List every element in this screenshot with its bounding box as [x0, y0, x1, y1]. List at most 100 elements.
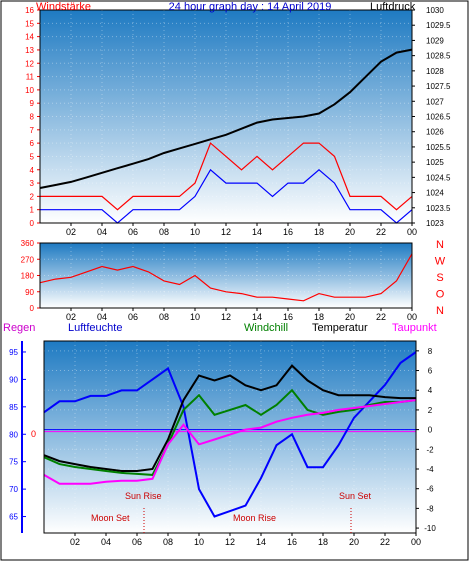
annotation-sun-rise: Sun Rise: [125, 491, 162, 501]
wind-direction-xtick-label: 22: [376, 312, 386, 322]
wind-pressure-xtick-label: 12: [221, 227, 231, 237]
series-lines: [39, 48, 417, 518]
temp-ytick-label: 0: [428, 426, 433, 435]
annotation-moon-rise: Moon Rise: [233, 513, 276, 523]
temp-humidity-xtick-label: 14: [256, 537, 266, 547]
direction-ytick-label: 90: [25, 288, 34, 297]
wind-pressure-xtick-label: 14: [252, 227, 262, 237]
grid-lines: [40, 9, 417, 533]
wind-ytick-label: 11: [26, 73, 35, 82]
compass-label: N: [436, 239, 444, 251]
wind-direction-xtick-label: 00: [407, 312, 417, 322]
wind-pressure-xtick-label: 06: [128, 227, 138, 237]
temperature-humidity-plot-area: [43, 340, 417, 534]
temp-ytick-label: -2: [426, 445, 434, 454]
wind-ytick-label: 5: [30, 152, 35, 161]
temp-ytick-label: 8: [428, 347, 433, 356]
wind-ytick-label: 0: [30, 219, 35, 228]
humidity-ytick-label: 75: [9, 458, 18, 467]
regen-label: Regen: [3, 322, 35, 334]
wind-ytick-label: 9: [30, 99, 35, 108]
humidity-ytick-label: 85: [9, 403, 18, 412]
wind-series-line: [40, 142, 413, 211]
temp-humidity-frame: [43, 340, 417, 534]
pressure-ytick-label: 1029: [426, 36, 444, 45]
compass-label: O: [436, 289, 445, 301]
right-title: Luftdruck: [370, 1, 416, 13]
pressure-ytick-label: 1024: [426, 189, 444, 198]
temp-humidity-xtick-label: 08: [163, 537, 173, 547]
wind-ytick-label: 8: [30, 113, 35, 122]
wind-direction-xtick-label: 02: [66, 312, 76, 322]
temp-ytick-label: -10: [424, 524, 436, 533]
wind-direction-xtick-label: 08: [159, 312, 169, 322]
dewpoint-series-line: [43, 399, 417, 485]
pressure-ytick-label: 1029.5: [426, 21, 451, 30]
wind-pressure-xtick-label: 22: [376, 227, 386, 237]
windchill-series-line: [43, 388, 417, 476]
temp-humidity-xtick-label: 16: [287, 537, 297, 547]
pressure-ytick-label: 1026: [426, 128, 444, 137]
wind-pressure-xtick-label: 20: [345, 227, 355, 237]
left-title: Windstärke: [36, 1, 91, 13]
wind-direction-xtick-label: 12: [221, 312, 231, 322]
pressure-ytick-label: 1026.5: [426, 113, 451, 122]
pressure-ytick-label: 1027: [426, 97, 444, 106]
temperature-series-line: [43, 364, 416, 472]
temp-ytick-label: 2: [428, 406, 433, 415]
wind-direction-xtick-label: 10: [190, 312, 200, 322]
temp-humidity-xtick-label: 04: [101, 537, 111, 547]
humidity-ytick-label: 95: [9, 348, 18, 357]
wind-direction-frame: [39, 242, 413, 309]
wind-ytick-label: 12: [25, 59, 34, 68]
temp-humidity-xtick-label: 22: [380, 537, 390, 547]
temp-ytick-label: 4: [428, 386, 433, 395]
wind-ytick-label: 2: [30, 192, 35, 201]
temp-humidity-xtick-label: 10: [194, 537, 204, 547]
wind-direction-xtick-label: 16: [283, 312, 293, 322]
wind-direction-xtick-label: 20: [345, 312, 355, 322]
wind-pressure-xtick-label: 16: [283, 227, 293, 237]
direction-ytick-label: 360: [21, 239, 35, 248]
wind-ytick-label: 16: [25, 6, 34, 15]
windchill-label: Windchill: [244, 322, 288, 334]
luftfeuchte-label: Luftfeuchte: [68, 322, 122, 334]
humidity-ytick-label: 90: [9, 375, 18, 384]
humidity-ytick-label: 80: [9, 430, 18, 439]
direction-ytick-label: 0: [30, 304, 35, 313]
wind-ytick-label: 15: [25, 19, 34, 28]
wind-ytick-label: 1: [30, 206, 35, 215]
wind-ytick-label: 14: [25, 33, 34, 42]
wind-pressure-xtick-label: 02: [66, 227, 76, 237]
compass-label: N: [436, 305, 444, 317]
humidity-ytick-label: 65: [9, 513, 18, 522]
wind-ytick-label: 4: [30, 166, 35, 175]
pressure-ytick-label: 1030: [426, 6, 444, 15]
temp-humidity-xtick-label: 18: [318, 537, 328, 547]
wind-direction-xtick-label: 18: [314, 312, 324, 322]
axes: 02 04 06 08 10 12 14 16 18 20 22 000123456789101112…: [9, 6, 451, 547]
pressure-ytick-label: 1027.5: [426, 82, 451, 91]
compass-label: W: [435, 256, 446, 268]
pressure-ytick-label: 1025.5: [426, 143, 451, 152]
pressure-ytick-label: 1023.5: [426, 204, 451, 213]
wind-pressure-xtick-label: 08: [159, 227, 169, 237]
direction-ytick-label: 270: [21, 255, 35, 264]
temp-ytick-label: -6: [426, 485, 434, 494]
pressure-ytick-label: 1023: [426, 219, 444, 228]
compass-label: S: [436, 272, 443, 284]
wind-ytick-label: 13: [25, 46, 34, 55]
pressure-ytick-label: 1025: [426, 158, 444, 167]
pressure-series-line: [39, 48, 413, 189]
wind-direction-xtick-label: 04: [97, 312, 107, 322]
wind-pressure-plot-area: [39, 9, 413, 224]
wind-pressure-xtick-label: 04: [97, 227, 107, 237]
wind-ytick-label: 10: [25, 86, 34, 95]
direction-ytick-label: 180: [21, 272, 35, 281]
temp-ytick-label: -4: [426, 465, 434, 474]
wind-pressure-xtick-label: 10: [190, 227, 200, 237]
annotation-moon-set: Moon Set: [91, 513, 130, 523]
temp-humidity-xtick-label: 12: [225, 537, 235, 547]
